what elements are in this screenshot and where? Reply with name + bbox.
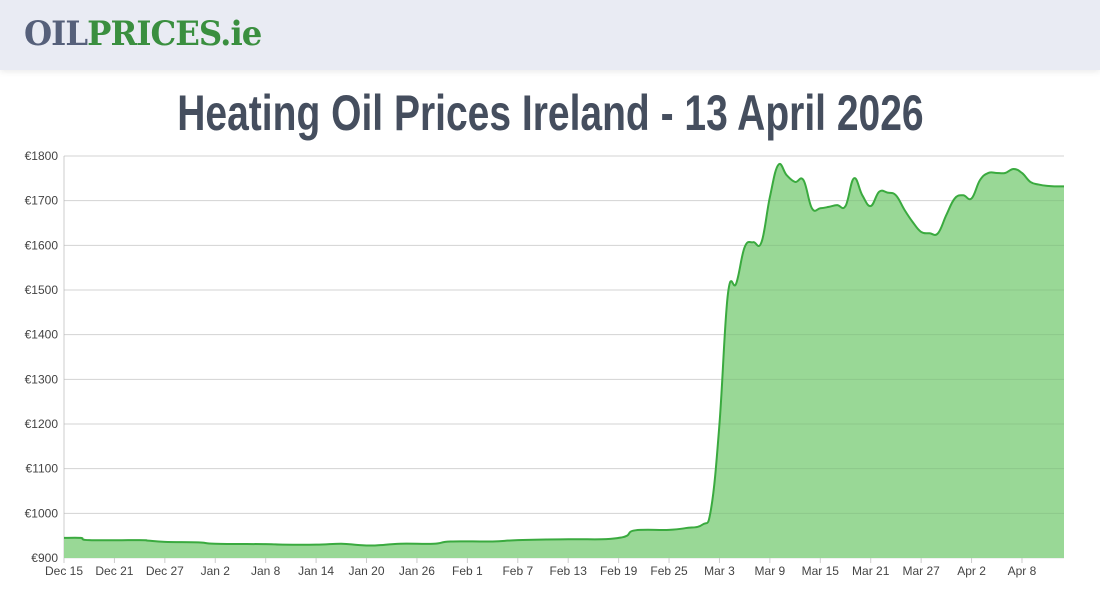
x-tick-label: Mar 15 <box>802 564 840 578</box>
x-tick-label: Dec 15 <box>45 564 83 578</box>
y-tick-label: €1400 <box>25 328 59 342</box>
site-logo[interactable]: OILPRICES.ie <box>24 14 262 54</box>
x-tick-label: Jan 2 <box>201 564 231 578</box>
x-tick-label: Apr 8 <box>1008 564 1037 578</box>
x-tick-label: Mar 27 <box>902 564 940 578</box>
x-tick-label: Jan 14 <box>298 564 334 578</box>
x-tick-label: Mar 9 <box>755 564 786 578</box>
y-tick-label: €1700 <box>25 194 59 208</box>
x-tick-label: Mar 21 <box>852 564 890 578</box>
y-tick-label: €1000 <box>25 506 59 520</box>
x-tick-label: Feb 13 <box>550 564 588 578</box>
x-tick-label: Jan 26 <box>399 564 435 578</box>
y-tick-label: €1800 <box>25 149 59 163</box>
price-line <box>63 162 1065 547</box>
y-tick-label: €900 <box>31 551 58 565</box>
x-tick-label: Feb 25 <box>650 564 688 578</box>
y-tick-label: €1300 <box>25 372 59 386</box>
x-tick-label: Dec 27 <box>146 564 184 578</box>
x-tick-label: Feb 7 <box>502 564 533 578</box>
y-tick-label: €1600 <box>25 238 59 252</box>
page-title: Heating Oil Prices Ireland - 13 April 20… <box>176 85 924 141</box>
site-header: OILPRICES.ie <box>0 0 1100 70</box>
x-tick-label: Dec 21 <box>95 564 133 578</box>
price-area <box>64 163 1064 558</box>
x-tick-label: Jan 8 <box>251 564 281 578</box>
x-tick-label: Mar 3 <box>704 564 735 578</box>
y-tick-label: €1500 <box>25 283 59 297</box>
page-title-wrap: Heating Oil Prices Ireland - 13 April 20… <box>0 84 1100 142</box>
y-tick-label: €1100 <box>26 462 59 476</box>
x-tick-label: Feb 19 <box>600 564 638 578</box>
y-tick-label: €1200 <box>25 417 59 431</box>
x-tick-label: Jan 20 <box>349 564 385 578</box>
x-tick-label: Feb 1 <box>452 564 483 578</box>
x-tick-label: Apr 2 <box>957 564 986 578</box>
